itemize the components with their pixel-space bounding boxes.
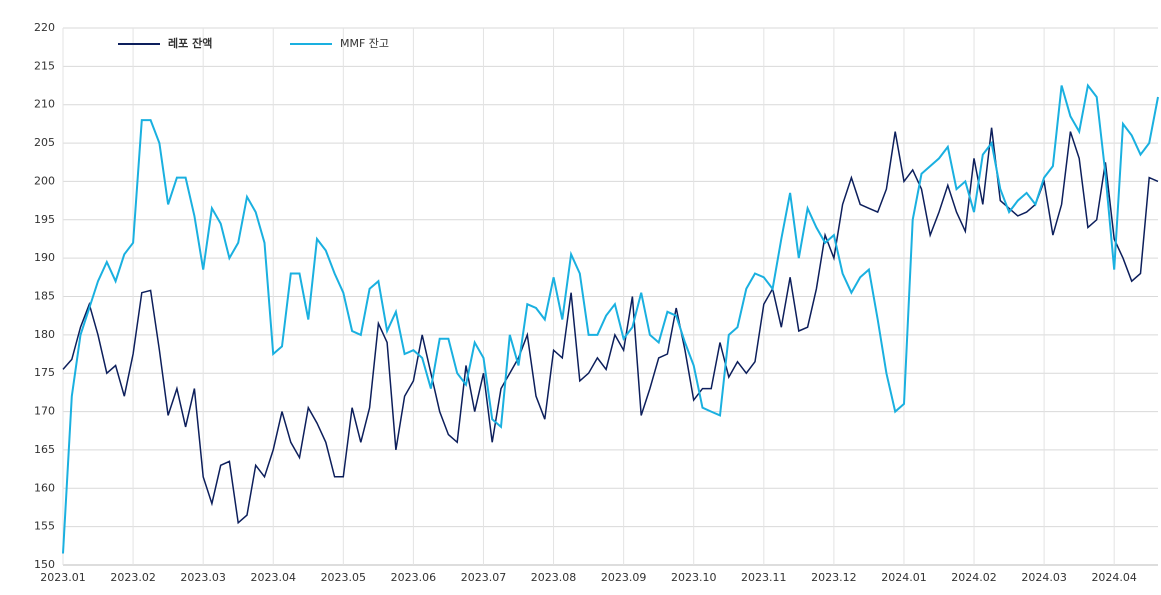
x-tick-label: 2023.06 xyxy=(391,571,437,584)
x-tick-label: 2023.04 xyxy=(250,571,296,584)
y-tick-label: 200 xyxy=(34,174,55,187)
y-tick-label: 175 xyxy=(34,366,55,379)
x-tick-label: 2023.12 xyxy=(811,571,857,584)
y-tick-label: 170 xyxy=(34,405,55,418)
y-tick-label: 215 xyxy=(34,59,55,72)
y-tick-label: 180 xyxy=(34,328,55,341)
series-line xyxy=(62,83,1159,554)
y-tick-label: 220 xyxy=(34,21,55,34)
x-tick-label: 2023.09 xyxy=(601,571,647,584)
x-tick-label: 2024.04 xyxy=(1091,571,1137,584)
y-tick-label: 205 xyxy=(34,136,55,149)
legend-label: 레포 잔액 xyxy=(168,36,212,50)
x-tick-label: 2023.01 xyxy=(40,571,86,584)
y-tick-label: 165 xyxy=(34,443,55,456)
y-tick-label: 185 xyxy=(34,290,55,303)
series-line xyxy=(62,127,1159,525)
y-tick-label: 190 xyxy=(34,251,55,264)
x-tick-label: 2024.03 xyxy=(1021,571,1067,584)
y-tick-label: 155 xyxy=(34,520,55,533)
x-tick-label: 2023.11 xyxy=(741,571,787,584)
y-tick-label: 150 xyxy=(34,558,55,571)
x-tick-label: 2023.08 xyxy=(531,571,577,584)
x-tick-label: 2023.03 xyxy=(180,571,226,584)
y-tick-label: 195 xyxy=(34,213,55,226)
y-tick-label: 160 xyxy=(34,481,55,494)
x-tick-label: 2023.05 xyxy=(321,571,367,584)
y-tick-label: 210 xyxy=(34,98,55,111)
x-tick-label: 2024.02 xyxy=(951,571,997,584)
x-tick-label: 2023.10 xyxy=(671,571,717,584)
x-tick-label: 2023.07 xyxy=(461,571,507,584)
x-tick-label: 2024.01 xyxy=(881,571,927,584)
legend-label: MMF 잔고 xyxy=(340,37,389,50)
x-tick-label: 2023.02 xyxy=(110,571,156,584)
